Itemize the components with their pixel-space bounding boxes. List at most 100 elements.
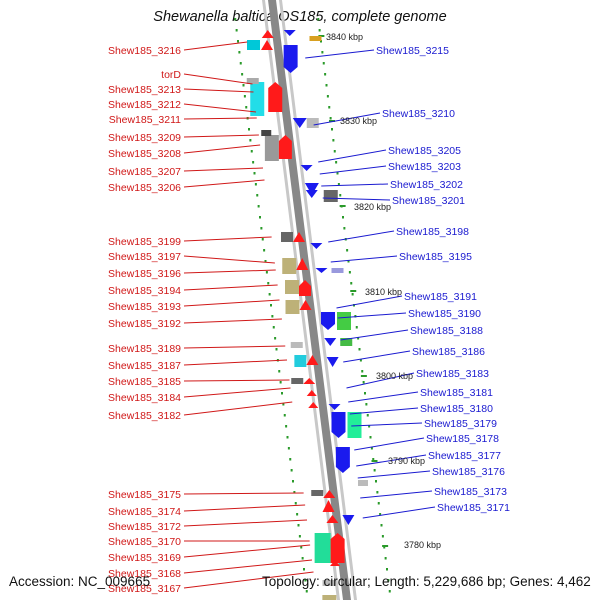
gene-block <box>261 130 272 136</box>
gene-label-left: Shew185_3182 <box>108 410 181 422</box>
topology-text: Topology: circular; Length: 5,229,686 bp… <box>262 574 591 589</box>
ruler-tick <box>380 524 383 527</box>
ruler-tick <box>238 51 241 54</box>
gene-block <box>246 78 259 84</box>
leader-line <box>343 350 411 363</box>
ruler-tick <box>331 128 333 131</box>
ruler-tick <box>256 194 259 197</box>
leader-line <box>183 73 253 85</box>
gene-block <box>282 258 297 274</box>
gene-label-right: Shew185_3198 <box>396 226 469 238</box>
ruler-tick <box>364 392 366 395</box>
leader-line <box>183 144 261 154</box>
forward-gene <box>268 82 283 112</box>
leader-line <box>183 504 306 512</box>
ruler-tick <box>296 513 299 516</box>
gene-label-right: Shew185_3205 <box>388 145 461 157</box>
ruler-tick <box>325 84 328 87</box>
gene-label-left: Shew185_3187 <box>108 360 181 372</box>
forward-gene <box>293 232 305 242</box>
leader-line <box>340 329 409 341</box>
gene-block <box>323 190 338 202</box>
ruler-tick <box>362 381 365 384</box>
gene-label-right: Shew185_3183 <box>416 368 489 380</box>
forward-gene <box>326 515 339 523</box>
gene-block <box>311 490 324 496</box>
reverse-gene <box>324 338 337 346</box>
gene-label-right: Shew185_3180 <box>420 403 493 415</box>
leader-line <box>337 312 407 319</box>
gene-label-right: Shew185_3191 <box>404 291 477 303</box>
ruler-tick <box>265 271 268 274</box>
ruler-tick <box>252 161 255 164</box>
kbp-tick <box>382 545 389 547</box>
leader-line <box>336 295 403 309</box>
reverse-gene <box>283 45 298 73</box>
leader-line <box>183 318 282 324</box>
ruler-tick <box>268 293 271 296</box>
ruler-tick <box>298 535 301 538</box>
reverse-gene <box>342 515 355 525</box>
leader-line <box>321 183 389 187</box>
ruler-tick <box>337 183 340 186</box>
leader-line <box>322 197 391 201</box>
gene-label-left: Shew185_3216 <box>108 45 181 57</box>
ruler-tick <box>271 315 274 318</box>
gene-label-right: Shew185_3202 <box>390 179 463 191</box>
gene-label-left: Shew185_3167 <box>108 583 181 595</box>
gene-label-left: Shew185_3207 <box>108 166 181 178</box>
gene-block <box>314 533 331 563</box>
gene-label-left: Shew185_3169 <box>108 552 181 564</box>
leader-line <box>357 470 431 479</box>
ruler-tick <box>270 304 272 307</box>
forward-gene <box>330 533 345 563</box>
ruler-tick <box>281 392 283 395</box>
leader-line <box>183 544 311 558</box>
forward-gene <box>296 258 309 270</box>
kbp-tick <box>360 375 367 377</box>
leader-line <box>183 179 265 188</box>
gene-label-left: torD <box>161 69 181 81</box>
gene-label-left: Shew185_3184 <box>108 392 181 404</box>
leader-line <box>305 49 375 59</box>
ruler-tick <box>332 139 335 142</box>
ruler-tick <box>245 106 248 109</box>
ruler-tick <box>348 271 351 274</box>
kbp-tick <box>350 290 357 292</box>
ruler-tick <box>355 326 358 329</box>
gene-label-right: Shew185_3203 <box>388 161 461 173</box>
ruler-tick <box>359 359 362 362</box>
forward-gene <box>306 355 319 365</box>
gene-label-right: Shew185_3179 <box>424 418 497 430</box>
ruler-tick <box>253 172 256 175</box>
kbp-label: 3820 kbp <box>354 202 391 212</box>
gene-block <box>347 412 362 438</box>
gene-label-left: Shew185_3208 <box>108 148 181 160</box>
leader-line <box>183 359 288 366</box>
ruler-tick <box>259 216 261 219</box>
gene-label-left: Shew185_3170 <box>108 536 181 548</box>
kbp-label: 3810 kbp <box>365 287 402 297</box>
ruler-tick <box>357 337 360 340</box>
leader-line <box>348 391 419 403</box>
ruler-tick <box>293 491 296 494</box>
ruler-tick <box>361 370 364 373</box>
ruler-tick <box>328 106 331 109</box>
gene-label-right: Shew185_3188 <box>410 325 483 337</box>
leader-line <box>351 422 423 427</box>
ruler-tick <box>261 238 264 241</box>
leader-line <box>183 88 254 93</box>
ruler-tick <box>372 458 375 461</box>
gene-label-right: Shew185_3178 <box>426 433 499 445</box>
leader-line <box>183 519 308 527</box>
leader-line <box>356 454 427 467</box>
gene-label-left: Shew185_3174 <box>108 506 181 518</box>
leader-line <box>183 401 293 416</box>
kbp-label: 3840 kbp <box>326 32 363 42</box>
reverse-gene <box>305 190 318 198</box>
reverse-gene <box>326 357 339 367</box>
gene-label-right: Shew185_3177 <box>428 450 501 462</box>
leader-line <box>183 559 313 574</box>
gene-label-right: Shew185_3186 <box>412 346 485 358</box>
